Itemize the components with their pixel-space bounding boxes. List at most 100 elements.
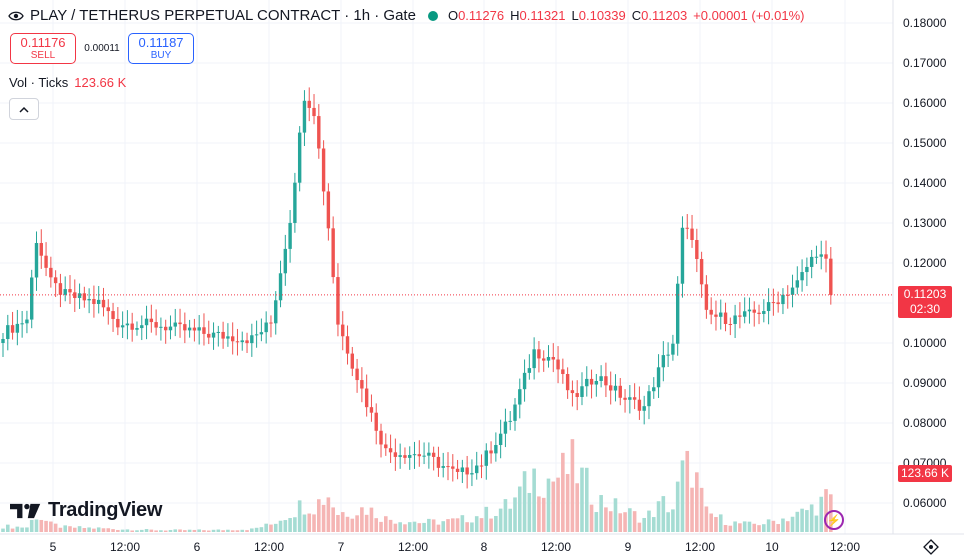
candle-body bbox=[297, 132, 302, 183]
go-to-realtime-button[interactable] bbox=[922, 538, 940, 556]
candle-body bbox=[699, 258, 704, 285]
volume-bar bbox=[87, 527, 91, 532]
volume-bar bbox=[321, 504, 326, 532]
volume-bar bbox=[216, 529, 221, 532]
volume-bar bbox=[431, 519, 436, 532]
buy-button[interactable]: 0.11187 BUY bbox=[128, 33, 194, 64]
volume-bar bbox=[618, 513, 623, 532]
candle-body bbox=[77, 293, 82, 298]
volume-bar bbox=[675, 481, 680, 532]
bar-countdown: 02:30 bbox=[909, 302, 941, 316]
candle-body bbox=[254, 334, 259, 336]
symbol-title[interactable]: PLAY / TETHERUS PERPETUAL CONTRACT · 1h … bbox=[30, 7, 416, 24]
candle-body bbox=[364, 388, 369, 408]
volume-bar bbox=[747, 521, 752, 532]
collapse-legend-button[interactable] bbox=[9, 98, 39, 120]
candle-body bbox=[144, 318, 149, 326]
volume-bar bbox=[441, 521, 446, 532]
candle-body bbox=[331, 228, 335, 278]
volume-bar bbox=[245, 530, 249, 532]
volume-bar bbox=[661, 496, 666, 532]
volume-bar bbox=[781, 518, 785, 532]
volume-bar bbox=[72, 527, 77, 532]
time-scale-label: 12:00 bbox=[684, 540, 716, 554]
candle-body bbox=[15, 323, 20, 333]
candle-body bbox=[293, 182, 297, 223]
volume-bar bbox=[149, 529, 154, 532]
tradingview-logo[interactable]: TradingView bbox=[10, 499, 162, 522]
eye-icon[interactable] bbox=[8, 10, 24, 22]
candle-body bbox=[522, 372, 527, 390]
volume-bar bbox=[785, 521, 790, 532]
candle-body bbox=[321, 148, 326, 192]
candle-body bbox=[489, 450, 493, 454]
volume-bar bbox=[288, 518, 292, 532]
volume-bar bbox=[254, 527, 259, 532]
lightning-icon[interactable]: ⚡ bbox=[824, 510, 844, 530]
candle-body bbox=[336, 277, 340, 325]
price-scale-label: 0.08000 bbox=[903, 416, 947, 430]
volume-bar bbox=[34, 519, 39, 532]
chevron-up-icon bbox=[19, 106, 29, 113]
volume-bar bbox=[556, 477, 560, 532]
volume-bar bbox=[317, 499, 321, 532]
volume-bar bbox=[790, 516, 795, 532]
volume-bar bbox=[159, 530, 163, 532]
candle-body bbox=[192, 327, 197, 331]
candle-body bbox=[283, 248, 288, 274]
candle-body bbox=[589, 378, 594, 385]
market-status-dot bbox=[427, 10, 438, 21]
ohlc-open: O0.11276 bbox=[447, 8, 505, 23]
volume-bar bbox=[101, 528, 106, 532]
candle-body bbox=[250, 335, 254, 344]
candle-body bbox=[130, 323, 134, 330]
candle-body bbox=[30, 277, 34, 320]
candle-body bbox=[513, 404, 517, 421]
price-scale-label: 0.06000 bbox=[903, 496, 947, 510]
candle-body bbox=[766, 302, 771, 312]
volume-bar bbox=[584, 467, 589, 532]
volume-bar bbox=[355, 515, 359, 532]
volume-bar bbox=[465, 522, 469, 532]
volume-bar bbox=[427, 518, 431, 532]
volume-bar bbox=[642, 517, 646, 532]
volume-bar bbox=[709, 513, 713, 532]
sell-button[interactable]: 0.11176 SELL bbox=[10, 33, 76, 64]
candle-body bbox=[326, 191, 331, 229]
volume-bar bbox=[20, 527, 24, 532]
volume-bar bbox=[728, 525, 733, 532]
volume-bar bbox=[561, 452, 565, 532]
volume-bar bbox=[613, 498, 618, 532]
volume-bar bbox=[470, 522, 474, 532]
candle-body bbox=[6, 325, 10, 339]
candle-body bbox=[106, 307, 110, 312]
candle-body bbox=[341, 324, 345, 337]
price-scale-label: 0.10000 bbox=[903, 336, 947, 350]
volume-bar bbox=[230, 530, 235, 532]
candle-body bbox=[819, 254, 823, 257]
ohlc-change: +0.00001 (+0.01%) bbox=[693, 8, 805, 23]
volume-bar bbox=[474, 516, 479, 532]
volume-bar bbox=[173, 529, 178, 532]
volume-bar bbox=[5, 524, 10, 532]
candle-body bbox=[10, 325, 15, 333]
candle-body bbox=[278, 273, 283, 301]
volume-legend[interactable]: Vol · Ticks 123.66 K bbox=[9, 75, 126, 90]
candle-body bbox=[187, 327, 192, 331]
time-scale-label: 6 bbox=[193, 540, 201, 554]
candle-body bbox=[704, 284, 709, 310]
volume-bar bbox=[608, 511, 613, 532]
candle-body bbox=[556, 359, 560, 370]
candle-body bbox=[628, 397, 632, 400]
volume-bar bbox=[436, 524, 441, 532]
volume-bar bbox=[570, 439, 575, 532]
candle-body bbox=[800, 272, 804, 281]
price-scale-label: 0.14000 bbox=[903, 176, 947, 190]
candle-body bbox=[393, 452, 398, 457]
volume-bar bbox=[293, 517, 297, 532]
candle-body bbox=[302, 100, 307, 133]
candle-body bbox=[752, 309, 756, 313]
volume-bar bbox=[154, 530, 158, 532]
volume-bar bbox=[771, 520, 776, 532]
